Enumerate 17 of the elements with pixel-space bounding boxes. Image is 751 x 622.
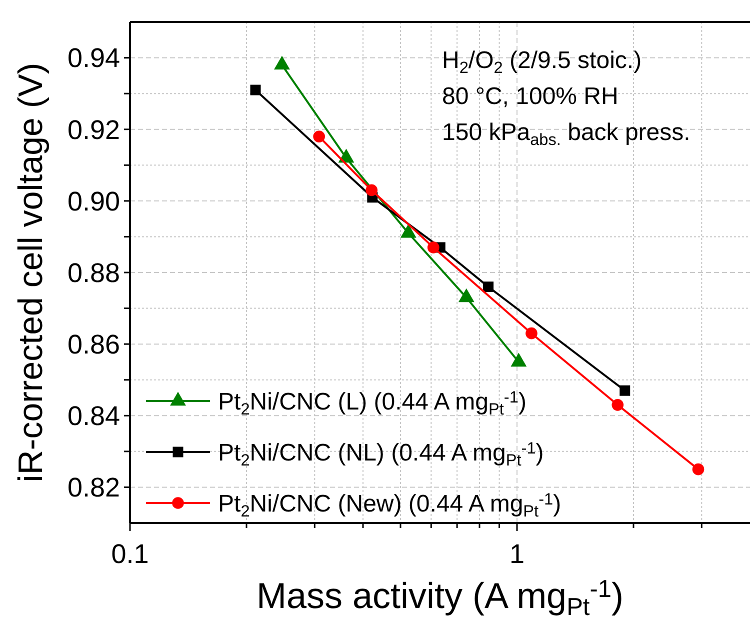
y-tick-label: 0.94 [67,43,120,74]
x-axis-title: Mass activity (A mg$_{Pt}$$^{-1}$) [256,575,624,622]
y-tick-label: 0.92 [67,114,120,145]
legend-label: Pt$_{2}$Ni/CNC (New) (0.44 A mg$_{Pt}$$^{-1}$) [218,490,562,520]
text: 0.90 [67,186,120,216]
y-axis-title: iR-corrected cell voltage (V) [12,62,50,482]
annotation: H$_{2}$/O$_{2}$ (2/9.5 stoic.) [442,47,642,77]
legend-label: Pt$_{2}$Ni/CNC (L) (0.44 A mg$_{Pt}$$^{-1}$) [218,388,526,418]
y-tick-label: 0.88 [67,258,120,288]
legend-label: Pt$_{2}$Ni/CNC (NL) (0.44 A mg$_{Pt}$$^{-1}$) [218,439,544,470]
x-tick-label: 1 [509,539,525,569]
annotation: 150 kPa$_{abs.}$ back press. [442,119,690,149]
y-tick-label: 0.86 [67,330,120,360]
y-tick-label: 0.82 [67,472,120,503]
x-tick-label: 0.1 [111,539,149,569]
annotation: 80 °C, 100% RH [442,83,618,110]
y-tick-label: 0.84 [67,401,120,432]
